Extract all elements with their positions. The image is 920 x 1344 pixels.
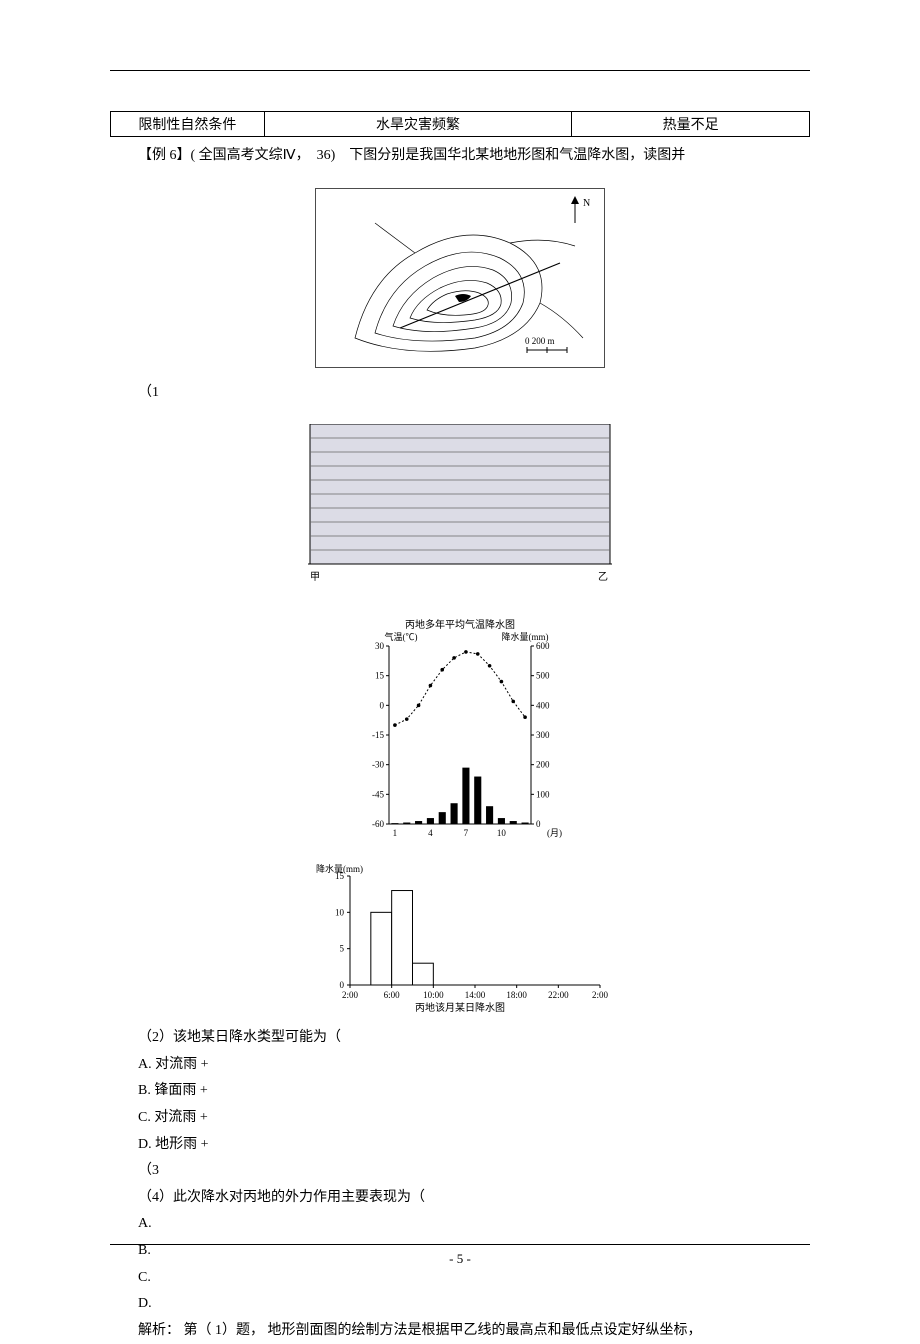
profile-blank-svg: 甲乙	[300, 424, 620, 604]
svg-text:2:00: 2:00	[342, 990, 359, 1000]
conditions-table: 限制性自然条件 水旱灾害频繁 热量不足	[110, 111, 810, 137]
svg-text:0: 0	[380, 701, 385, 711]
q2-option: D. 地形雨 +	[110, 1132, 810, 1159]
svg-text:2:00: 2:00	[592, 990, 609, 1000]
q2-text: （2）该地某日降水类型可能为（	[110, 1025, 810, 1052]
svg-text:0: 0	[340, 980, 345, 990]
topographic-map-figure: N 0 200 m	[110, 188, 810, 368]
svg-text:300: 300	[536, 730, 550, 740]
example-intro: 【例 6】( 全国高考文综Ⅳ， 36) 下图分别是我国华北某地地形图和气温降水图…	[110, 143, 810, 170]
q2-option: B. 锋面雨 +	[110, 1078, 810, 1105]
svg-text:0 200 m: 0 200 m	[525, 336, 555, 346]
q3-text: （3	[110, 1158, 810, 1185]
svg-text:-15: -15	[372, 730, 384, 740]
profile-blank-figure: 甲乙	[110, 424, 810, 604]
svg-text:丙地该月某日降水图: 丙地该月某日降水图	[415, 1001, 505, 1013]
svg-text:4: 4	[428, 828, 433, 838]
svg-text:30: 30	[375, 641, 385, 651]
svg-text:-30: -30	[372, 760, 384, 770]
top-rule	[110, 70, 810, 71]
svg-text:200: 200	[536, 760, 550, 770]
hyetograph-figure: 降水量(mm)0510152:006:0010:0014:0018:0022:0…	[110, 858, 810, 1013]
q2-option: C. 对流雨 +	[110, 1105, 810, 1132]
svg-text:14:00: 14:00	[465, 990, 486, 1000]
svg-text:100: 100	[536, 790, 550, 800]
svg-text:600: 600	[536, 641, 550, 651]
analysis-text: 解析： 第（ 1）题， 地形剖面图的绘制方法是根据甲乙线的最高点和最低点设定好纵…	[110, 1318, 810, 1344]
svg-text:-60: -60	[372, 819, 384, 829]
climograph-figure: 丙地多年平均气温降水图气温(℃)降水量(mm)30150-15-30-45-60…	[110, 616, 810, 846]
q4-option: C.	[110, 1265, 810, 1292]
cell-val1: 水旱灾害频繁	[264, 112, 572, 137]
svg-text:22:00: 22:00	[548, 990, 569, 1000]
svg-text:5: 5	[340, 944, 345, 954]
cell-label: 限制性自然条件	[111, 112, 265, 137]
cell-val2: 热量不足	[572, 112, 810, 137]
svg-text:乙: 乙	[598, 571, 608, 583]
bottom-rule	[110, 1244, 810, 1245]
q2-option: A. 对流雨 +	[110, 1052, 810, 1079]
svg-text:N: N	[583, 198, 590, 209]
svg-text:-45: -45	[372, 790, 384, 800]
svg-text:15: 15	[375, 671, 385, 681]
svg-text:气温(℃): 气温(℃)	[385, 631, 418, 642]
q1-label: （1	[110, 380, 810, 407]
svg-text:0: 0	[536, 819, 541, 829]
svg-text:7: 7	[464, 828, 469, 838]
svg-text:10: 10	[497, 828, 507, 838]
topographic-map-svg: N 0 200 m	[315, 188, 605, 368]
climograph-svg: 丙地多年平均气温降水图气温(℃)降水量(mm)30150-15-30-45-60…	[345, 616, 575, 846]
svg-text:丙地多年平均气温降水图: 丙地多年平均气温降水图	[405, 618, 515, 631]
q4-text: （4）此次降水对丙地的外力作用主要表现为（	[110, 1185, 810, 1212]
svg-text:15: 15	[335, 871, 345, 881]
svg-text:10: 10	[335, 908, 345, 918]
svg-text:10:00: 10:00	[423, 990, 444, 1000]
svg-text:18:00: 18:00	[506, 990, 527, 1000]
svg-text:400: 400	[536, 701, 550, 711]
hyetograph-svg: 降水量(mm)0510152:006:0010:0014:0018:0022:0…	[310, 858, 610, 1013]
svg-text:1: 1	[393, 828, 398, 838]
q4-option: D.	[110, 1291, 810, 1318]
page-number: - 5 -	[0, 1251, 920, 1267]
q4-option: A.	[110, 1211, 810, 1238]
svg-text:(月): (月)	[547, 828, 562, 838]
svg-text:甲: 甲	[310, 572, 320, 583]
table-row: 限制性自然条件 水旱灾害频繁 热量不足	[111, 112, 810, 137]
svg-text:6:00: 6:00	[384, 990, 401, 1000]
svg-text:500: 500	[536, 671, 550, 681]
